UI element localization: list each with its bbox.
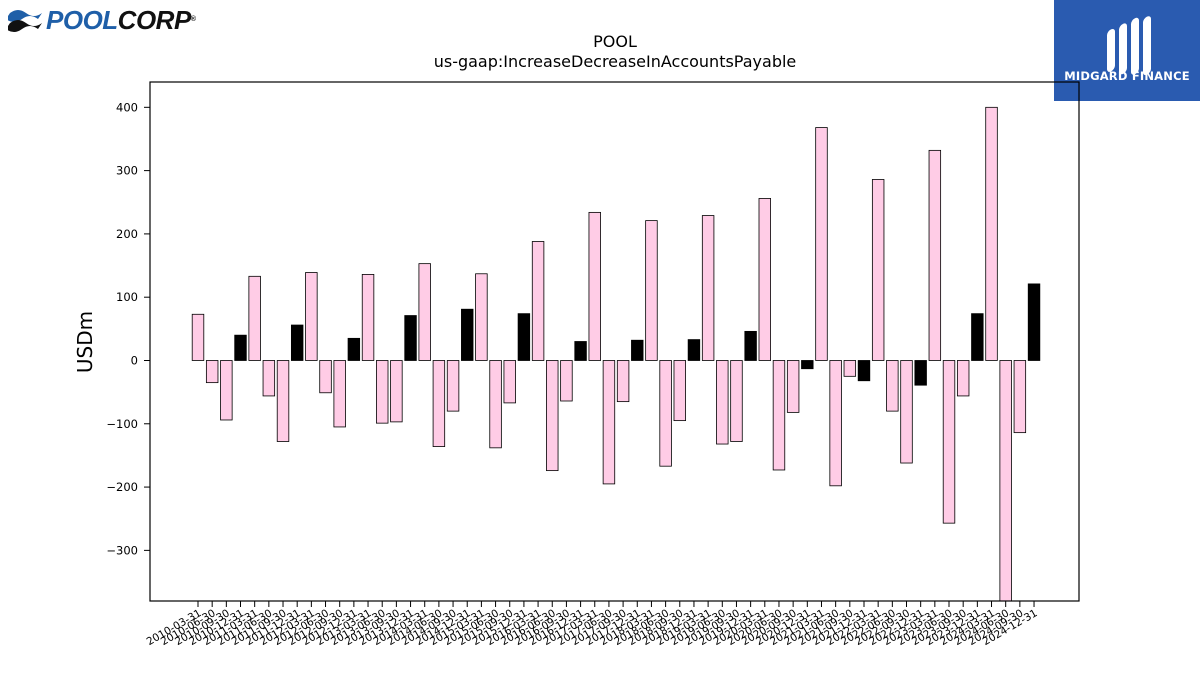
bar-2012-09-30 (333, 360, 346, 428)
bar-2020-06-30 (772, 360, 786, 471)
bar-2015-12-31 (517, 313, 531, 361)
bar-2020-03-31 (758, 198, 772, 361)
bar-2019-12-31 (744, 330, 757, 361)
bars-group (191, 106, 1041, 602)
bar-2022-09-30 (900, 360, 913, 464)
bar-2012-03-31 (305, 272, 318, 361)
bar-2018-12-31 (687, 339, 701, 361)
bar-2018-03-31 (645, 220, 658, 361)
bar-2022-03-31 (871, 179, 885, 361)
bar-2016-09-30 (560, 360, 573, 402)
bar-2010-03-31 (191, 313, 205, 361)
bar-2020-09-30 (786, 360, 800, 413)
bar-2019-03-31 (701, 215, 715, 361)
bar-2014-06-30 (432, 360, 446, 447)
y-tick-label-300: 300 (116, 164, 138, 178)
bar-2023-06-30 (942, 360, 956, 524)
bar-2024-12-31 (1027, 283, 1041, 361)
y-axis: −300 −200 −100 0 100 200 300 400 (106, 100, 150, 557)
bar-2013-03-31 (361, 274, 375, 361)
bar-2017-12-31 (631, 339, 644, 361)
y-tick-label--200: −200 (106, 480, 138, 494)
y-tick-label-0: 0 (131, 353, 138, 367)
bar-2022-06-30 (886, 360, 899, 412)
waves-icon (8, 10, 42, 32)
bar-2024-09-30 (1013, 360, 1027, 434)
x-axis: 2010-03-312010-06-302010-09-302010-12-31… (145, 601, 1040, 648)
brand-name: POOLCORP® (46, 5, 196, 35)
y-tick-label--300: −300 (106, 543, 138, 557)
bar-2015-06-30 (489, 360, 502, 449)
bar-2017-03-31 (588, 211, 601, 361)
bar-2024-03-31 (985, 106, 998, 361)
bar-2010-06-30 (205, 360, 219, 384)
bar-2023-03-31 (928, 149, 942, 361)
bar-2010-12-31 (234, 334, 247, 361)
bar-2014-09-30 (446, 360, 460, 412)
y-tick-label-200: 200 (116, 227, 138, 241)
midgard-logo-icon (1107, 16, 1151, 76)
bar-2012-06-30 (319, 360, 332, 394)
bar-2015-03-31 (475, 273, 488, 361)
y-tick-label-400: 400 (116, 100, 138, 114)
bar-2021-09-30 (843, 360, 857, 377)
bar-2021-06-30 (829, 360, 842, 487)
bar-2014-03-31 (418, 263, 431, 361)
bar-2013-06-30 (376, 360, 389, 424)
bar-2019-09-30 (730, 360, 743, 442)
bar-2011-06-30 (262, 360, 276, 397)
bar-2018-09-30 (673, 360, 686, 422)
bar-2015-09-30 (503, 360, 516, 404)
plot-frame (149, 81, 1080, 602)
bar-2011-03-31 (248, 275, 261, 361)
bar-2022-12-31 (914, 360, 927, 386)
chart-subtitle: us-gaap:IncreaseDecreaseInAccountsPayabl… (433, 52, 797, 71)
bar-2023-09-30 (956, 360, 970, 397)
badge-label: MIDGARD FINANCE (1064, 69, 1190, 83)
poolcorp-logo: POOLCORP® (8, 5, 196, 35)
bar-2018-06-30 (659, 360, 672, 467)
bar-2020-12-31 (801, 360, 814, 370)
bar-2024-06-30 (999, 360, 1012, 602)
bar-2019-06-30 (716, 360, 729, 445)
bar-2010-09-30 (220, 360, 233, 421)
bar-2016-03-31 (531, 241, 545, 361)
chart-title: POOL (593, 32, 637, 51)
bar-2014-12-31 (461, 308, 474, 361)
registered-mark: ® (190, 16, 196, 23)
brand-name-part2: CORP (117, 5, 192, 35)
bar-2016-06-30 (546, 360, 559, 472)
bar-2021-12-31 (857, 360, 871, 382)
brand-name-part1: POOL (46, 5, 118, 35)
bar-2023-12-31 (971, 313, 984, 361)
bar-2013-09-30 (390, 360, 403, 423)
bar-2013-12-31 (404, 315, 417, 361)
bar-2017-09-30 (616, 360, 630, 403)
y-tick-label--100: −100 (106, 417, 138, 431)
midgard-finance-badge: MIDGARD FINANCE (1054, 0, 1200, 101)
bar-2021-03-31 (815, 127, 828, 361)
bar-2016-12-31 (574, 341, 587, 361)
bar-2011-09-30 (276, 360, 290, 442)
bar-2017-06-30 (602, 360, 616, 485)
y-axis-label: USDm (73, 311, 97, 373)
y-tick-label-100: 100 (116, 290, 138, 304)
bar-2012-12-31 (347, 337, 361, 361)
bar-2011-12-31 (290, 324, 304, 361)
